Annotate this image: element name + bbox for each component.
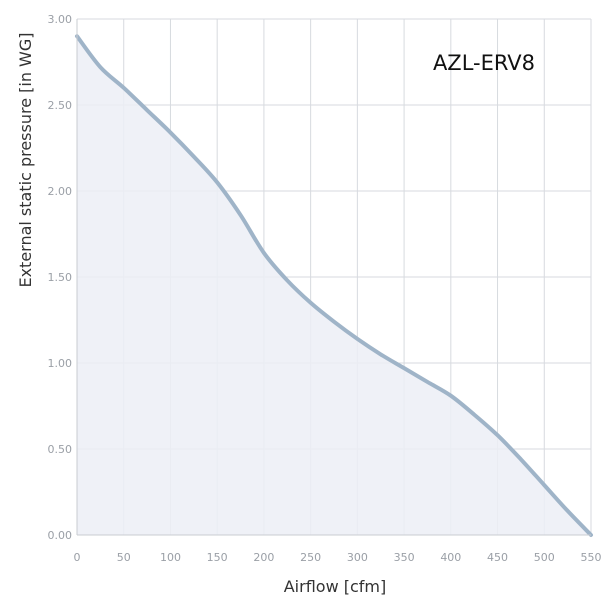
y-tick-labels: 0.00 0.50 1.00 1.50 2.00 2.50 3.00 — [48, 13, 73, 542]
data-point — [99, 66, 102, 69]
x-tick-label: 550 — [581, 551, 602, 564]
y-tick-label: 0.50 — [48, 443, 73, 456]
y-tick-label: 1.50 — [48, 271, 73, 284]
data-point — [379, 353, 382, 356]
data-point — [262, 251, 265, 254]
data-point — [590, 534, 593, 537]
data-point — [473, 413, 476, 416]
data-point — [122, 86, 125, 89]
data-point — [496, 434, 499, 437]
y-tick-label: 2.00 — [48, 185, 73, 198]
x-tick-label: 400 — [440, 551, 461, 564]
x-tick-label: 100 — [160, 551, 181, 564]
data-point — [239, 214, 242, 217]
y-axis-title: External static pressure [in WG] — [16, 32, 35, 287]
x-tick-label: 350 — [394, 551, 415, 564]
y-tick-label: 0.00 — [48, 529, 73, 542]
x-tick-label: 450 — [487, 551, 508, 564]
x-tick-label: 0 — [74, 551, 81, 564]
data-point — [356, 337, 359, 340]
data-point — [286, 279, 289, 282]
y-tick-label: 3.00 — [48, 13, 73, 26]
data-point — [543, 484, 546, 487]
x-tick-label: 200 — [253, 551, 274, 564]
data-point — [216, 181, 219, 184]
curve-area-fill — [77, 36, 591, 535]
data-point — [169, 131, 172, 134]
series-line — [75, 34, 593, 537]
y-tick-label: 1.00 — [48, 357, 73, 370]
x-tick-label: 300 — [347, 551, 368, 564]
chart-title: AZL-ERV8 — [433, 51, 535, 75]
x-tick-label: 250 — [300, 551, 321, 564]
x-tick-labels: 0 50 100 150 200 250 300 350 400 450 500 550 — [74, 551, 602, 564]
data-point — [566, 509, 569, 512]
x-tick-label: 500 — [534, 551, 555, 564]
data-point — [449, 394, 452, 397]
data-point — [309, 301, 312, 304]
data-point — [333, 320, 336, 323]
data-point — [76, 35, 79, 38]
x-axis-title: Airflow [cfm] — [284, 577, 387, 596]
x-tick-label: 50 — [117, 551, 131, 564]
data-point — [426, 380, 429, 383]
x-tick-label: 150 — [207, 551, 228, 564]
data-point — [519, 458, 522, 461]
y-tick-label: 2.50 — [48, 99, 73, 112]
data-point — [146, 109, 149, 112]
data-point — [403, 367, 406, 370]
data-point — [192, 155, 195, 158]
